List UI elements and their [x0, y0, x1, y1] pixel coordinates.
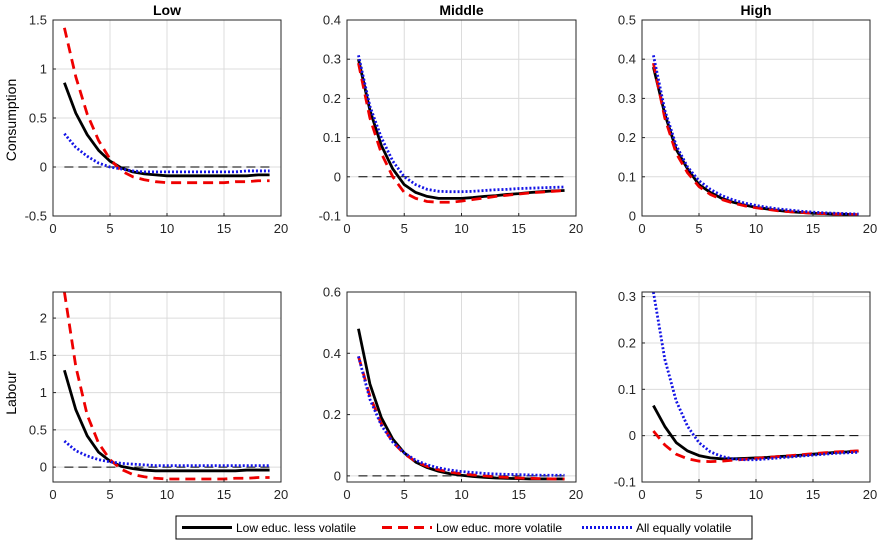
series-line-less-volatile	[63, 82, 270, 178]
y-tick-label: 1	[40, 385, 47, 400]
y-tick-label: 1.5	[29, 348, 47, 363]
legend-label-more-volatile: Low educ. more volatile	[436, 521, 562, 535]
x-tick-label: 20	[274, 487, 288, 502]
y-tick-label: 0.2	[618, 335, 636, 350]
panel-title: Low	[153, 2, 181, 18]
x-tick-label: 0	[343, 487, 350, 502]
y-tick-label: 0.2	[323, 91, 341, 106]
series-line-equally-volatile	[357, 355, 565, 477]
legend-box	[175, 515, 753, 540]
y-tick-label: 2	[40, 311, 47, 326]
y-tick-label: 0.4	[323, 13, 341, 28]
x-tick-label: 15	[217, 487, 231, 502]
series-line-more-volatile	[63, 292, 270, 481]
x-tick-label: 0	[49, 221, 56, 236]
x-tick-label: 15	[806, 487, 820, 502]
y-tick-label: 0.1	[618, 382, 636, 397]
series-line-equally-volatile	[652, 54, 859, 216]
x-tick-label: 10	[749, 487, 763, 502]
y-tick-label: 0.3	[323, 52, 341, 67]
x-tick-label: 0	[49, 487, 56, 502]
series-line-equally-volatile	[652, 292, 859, 462]
panel-title: High	[740, 2, 771, 18]
x-tick-label: 5	[695, 221, 702, 236]
x-tick-label: 20	[863, 487, 877, 502]
series-line-equally-volatile	[63, 439, 270, 468]
x-tick-label: 15	[217, 221, 231, 236]
y-tick-label: 0.5	[29, 111, 47, 126]
y-tick-label: 0.3	[618, 289, 636, 304]
x-tick-label: 10	[749, 221, 763, 236]
x-tick-label: 15	[806, 221, 820, 236]
y-tick-label: 0	[334, 169, 341, 184]
panel-3: 0 5 10 15 20 0 0.1 0.2 0.3 0.4 0.5 High	[618, 2, 877, 236]
y-tick-label: 0.6	[323, 285, 341, 300]
x-tick-label: 5	[401, 221, 408, 236]
x-tick-label: 5	[401, 487, 408, 502]
legend: Low educ. less volatile Low educ. more v…	[175, 515, 753, 540]
y-tick-label: 0	[629, 428, 636, 443]
row-label-consumption: Consumption	[3, 79, 19, 162]
row-label-labour: Labour	[3, 371, 19, 415]
x-tick-label: 10	[160, 221, 174, 236]
x-tick-label: 10	[454, 487, 468, 502]
y-tick-label: -0.1	[319, 209, 341, 224]
series-line-more-volatile	[63, 27, 270, 185]
series-line-less-volatile	[357, 328, 565, 481]
y-tick-label: 0.3	[618, 91, 636, 106]
y-tick-label: 0.1	[323, 130, 341, 145]
y-tick-label: 0	[629, 209, 636, 224]
x-tick-label: 5	[695, 487, 702, 502]
x-tick-label: 10	[160, 487, 174, 502]
series-line-equally-volatile	[63, 132, 270, 174]
x-tick-label: 15	[512, 221, 526, 236]
series-line-more-volatile	[652, 62, 859, 216]
x-tick-label: 20	[569, 487, 583, 502]
y-tick-label: 0	[334, 468, 341, 483]
y-tick-label: 0.4	[323, 346, 341, 361]
x-tick-label: 0	[343, 221, 350, 236]
series-line-less-volatile	[357, 58, 565, 200]
x-tick-label: 15	[512, 487, 526, 502]
y-tick-label: 1	[40, 62, 47, 77]
y-tick-label: 0.2	[618, 130, 636, 145]
x-tick-label: 5	[106, 221, 113, 236]
series-line-more-volatile	[357, 62, 565, 204]
series-line-less-volatile	[63, 369, 270, 473]
x-tick-label: 10	[454, 221, 468, 236]
x-tick-label: 20	[863, 221, 877, 236]
y-tick-label: 0.5	[29, 422, 47, 437]
legend-label-equally-volatile: All equally volatile	[636, 521, 732, 535]
y-tick-label: -0.1	[614, 475, 636, 490]
y-tick-label: 0	[40, 160, 47, 175]
y-tick-label: 0.5	[618, 13, 636, 28]
y-tick-label: 0.1	[618, 169, 636, 184]
x-tick-label: 5	[106, 487, 113, 502]
panel-4: 0 5 10 15 20 0 0.5 1 1.5 2	[29, 291, 288, 502]
panel-5: 0 5 10 15 20 0 0.2 0.4 0.6	[323, 285, 583, 503]
series-line-equally-volatile	[357, 54, 565, 194]
x-tick-label: 20	[569, 221, 583, 236]
y-tick-label: 0	[40, 460, 47, 475]
x-tick-label: 20	[274, 221, 288, 236]
y-tick-label: 1.5	[29, 13, 47, 28]
y-tick-label: 0.4	[618, 52, 636, 67]
panel-6: 0 5 10 15 20-0.100.10.20.3	[614, 289, 878, 502]
x-tick-label: 0	[638, 487, 645, 502]
panel-title: Middle	[439, 2, 484, 18]
y-tick-label: -0.5	[25, 209, 47, 224]
x-tick-label: 0	[638, 221, 645, 236]
legend-label-less-volatile: Low educ. less volatile	[236, 521, 356, 535]
y-tick-label: 0.2	[323, 407, 341, 422]
